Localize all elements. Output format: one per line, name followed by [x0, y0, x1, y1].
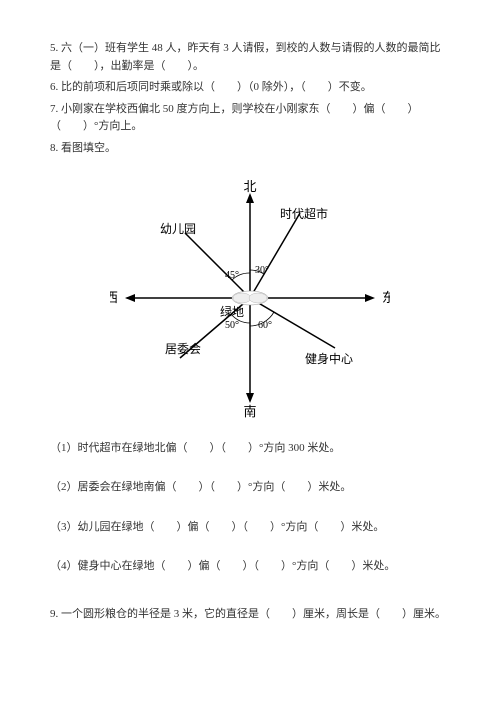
angle-45: 45° [225, 270, 239, 281]
sub-question-4: （4）健身中心在绿地（ ）偏（ ）（ ）°方向（ ）米处。 [50, 558, 450, 576]
west-arrow [125, 294, 135, 302]
supermarket-label: 时代超市 [280, 206, 328, 221]
sub-question-3: （3）幼儿园在绿地（ ）偏（ ）（ ）°方向（ ）米处。 [50, 519, 450, 537]
south-label: 南 [243, 404, 256, 418]
committee-label: 居委会 [165, 342, 201, 356]
supermarket-line [250, 213, 300, 298]
east-arrow [365, 294, 375, 302]
compass-diagram: 北 南 东 西 绿地 时代超市 幼儿园 居委会 健身中心 45° 30° 50°… [110, 178, 390, 418]
question-5: 5. 六（一）班有学生 48 人，昨天有 3 人请假，到校的人数与请假的人数的最… [50, 40, 450, 75]
angle-50: 50° [225, 320, 239, 331]
question-7: 7. 小刚家在学校西偏北 50 度方向上，则学校在小刚家东（ ）偏（ ）（ ）°… [50, 101, 450, 136]
sub-question-2: （2）居委会在绿地南偏（ ）（ ）°方向（ ）米处。 [50, 479, 450, 497]
sub-question-1: （1）时代超市在绿地北偏（ ）（ ）°方向 300 米处。 [50, 440, 450, 458]
east-label: 东 [382, 290, 390, 305]
kindergarten-line [185, 233, 250, 298]
kindergarten-label: 幼儿园 [160, 222, 196, 236]
south-arrow [246, 393, 254, 403]
north-arrow [246, 193, 254, 203]
center-marker-3 [249, 293, 267, 303]
west-label: 西 [110, 290, 118, 305]
question-8: 8. 看图填空。 [50, 140, 450, 158]
angle-30: 30° [255, 265, 269, 276]
question-6: 6. 比的前项和后项同时乘或除以（ ）（0 除外），（ ）不变。 [50, 79, 450, 97]
center-marker-2 [233, 293, 251, 303]
center-label: 绿地 [220, 304, 244, 319]
question-9: 9. 一个圆形粮仓的半径是 3 米，它的直径是（ ）厘米，周长是（ ）厘米。 [50, 606, 450, 624]
angle-60: 60° [258, 320, 272, 331]
fitness-label: 健身中心 [305, 351, 353, 366]
north-label: 北 [243, 179, 256, 194]
